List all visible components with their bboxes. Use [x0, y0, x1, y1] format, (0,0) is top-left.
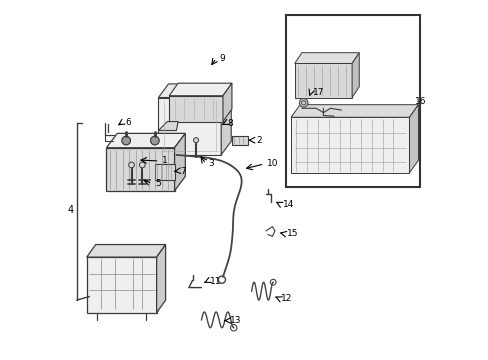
Text: 3: 3 [208, 159, 214, 168]
Circle shape [299, 99, 307, 107]
Polygon shape [290, 117, 408, 173]
Circle shape [139, 162, 145, 168]
Text: 9: 9 [219, 54, 224, 63]
Text: 5: 5 [155, 179, 160, 188]
Text: 1: 1 [162, 157, 167, 166]
Polygon shape [156, 244, 165, 313]
Polygon shape [158, 122, 178, 131]
Text: 17: 17 [313, 87, 324, 96]
Text: 4: 4 [68, 206, 74, 216]
Text: 7: 7 [180, 167, 185, 176]
Text: 8: 8 [227, 119, 233, 128]
Bar [285, 15, 419, 187]
Polygon shape [290, 105, 418, 117]
Polygon shape [351, 53, 359, 98]
Text: 14: 14 [283, 200, 294, 209]
Text: 16: 16 [414, 96, 426, 105]
Text: 15: 15 [286, 229, 298, 238]
Polygon shape [86, 257, 156, 313]
Circle shape [150, 136, 159, 145]
Polygon shape [231, 136, 247, 145]
Polygon shape [294, 53, 359, 63]
Polygon shape [294, 63, 351, 98]
Polygon shape [158, 84, 231, 98]
Polygon shape [169, 83, 231, 96]
Text: 10: 10 [266, 159, 278, 168]
Circle shape [128, 162, 134, 168]
Text: 12: 12 [281, 294, 292, 303]
Polygon shape [158, 98, 221, 155]
Text: 11: 11 [210, 276, 221, 285]
Polygon shape [106, 134, 185, 148]
Polygon shape [155, 164, 174, 180]
Polygon shape [106, 148, 174, 191]
Polygon shape [221, 84, 231, 155]
Circle shape [122, 136, 130, 145]
Polygon shape [169, 96, 223, 122]
Polygon shape [408, 105, 418, 173]
Text: 13: 13 [230, 316, 241, 325]
Polygon shape [174, 134, 185, 191]
Circle shape [193, 138, 198, 143]
Text: 2: 2 [255, 136, 261, 145]
Polygon shape [86, 244, 165, 257]
Text: 6: 6 [125, 118, 131, 127]
Polygon shape [223, 83, 231, 122]
